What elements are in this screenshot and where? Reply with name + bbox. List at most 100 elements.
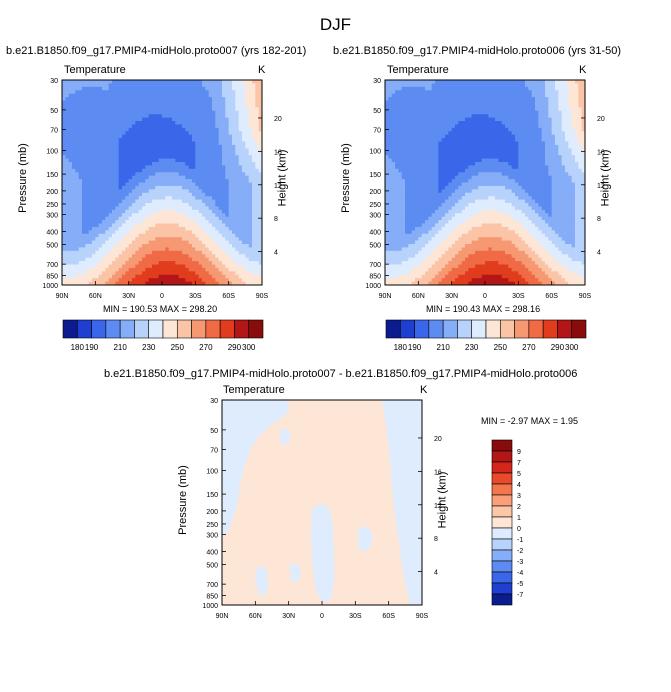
field-cell bbox=[128, 134, 133, 139]
field-cell bbox=[421, 230, 426, 235]
field-cell bbox=[198, 278, 203, 282]
field-cell bbox=[202, 278, 206, 282]
field-cell bbox=[142, 223, 146, 228]
field-cell bbox=[182, 117, 186, 122]
field-cell bbox=[252, 144, 256, 149]
field-cell bbox=[65, 134, 70, 139]
field-cell bbox=[105, 226, 110, 231]
field-cell bbox=[205, 267, 210, 272]
field-cell bbox=[65, 165, 70, 170]
field-cell bbox=[208, 155, 213, 159]
field-cell bbox=[168, 86, 173, 91]
field-cell bbox=[401, 223, 406, 228]
field-cell bbox=[202, 182, 206, 187]
field-cell bbox=[112, 110, 116, 115]
field-cell bbox=[385, 155, 389, 159]
field-cell bbox=[158, 179, 163, 183]
field-cell bbox=[225, 86, 230, 91]
field-cell bbox=[185, 80, 190, 84]
field-cell bbox=[195, 138, 200, 142]
field-cell bbox=[88, 247, 93, 252]
field-cell bbox=[431, 121, 436, 125]
field-cell bbox=[148, 203, 153, 207]
field-cell bbox=[428, 203, 433, 207]
field-cell bbox=[391, 110, 396, 115]
field-cell bbox=[225, 162, 230, 166]
field-cell bbox=[455, 168, 459, 173]
field-cell bbox=[162, 165, 166, 170]
field-cell bbox=[451, 185, 456, 190]
field-cell bbox=[128, 206, 133, 211]
field-cell bbox=[128, 203, 133, 207]
field-cell bbox=[395, 138, 399, 142]
field-cell bbox=[178, 226, 183, 231]
field-cell bbox=[445, 83, 449, 88]
field-cell bbox=[391, 124, 396, 129]
field-cell bbox=[108, 182, 113, 187]
field-cell bbox=[122, 138, 126, 142]
field-cell bbox=[431, 151, 436, 156]
field-cell bbox=[415, 199, 419, 204]
field-cell bbox=[85, 175, 90, 180]
field-cell bbox=[242, 110, 246, 115]
field-cell bbox=[125, 220, 130, 224]
field-cell bbox=[238, 141, 243, 146]
field-cell bbox=[72, 220, 76, 224]
field-cell bbox=[138, 213, 143, 218]
field-cell bbox=[105, 274, 110, 279]
field-cell bbox=[182, 100, 186, 105]
field-cell bbox=[115, 240, 120, 245]
field-cell bbox=[411, 257, 416, 262]
field-cell bbox=[391, 172, 396, 177]
field-cell bbox=[228, 278, 233, 282]
field-cell bbox=[431, 107, 436, 112]
field-cell bbox=[82, 237, 86, 241]
field-cell bbox=[441, 247, 446, 252]
field-cell bbox=[421, 247, 426, 252]
field-cell bbox=[208, 158, 213, 163]
field-cell bbox=[255, 226, 260, 231]
field-cell bbox=[212, 199, 216, 204]
field-cell bbox=[205, 100, 210, 105]
field-cell bbox=[95, 179, 100, 183]
field-cell bbox=[455, 148, 459, 153]
field-cell bbox=[225, 141, 230, 146]
field-cell bbox=[115, 237, 120, 241]
field-cell bbox=[391, 80, 396, 84]
field-cell bbox=[448, 220, 453, 224]
field-cell bbox=[431, 226, 436, 231]
field-cell bbox=[245, 254, 250, 259]
field-cell bbox=[122, 254, 126, 259]
field-cell bbox=[235, 110, 240, 115]
field-cell bbox=[202, 110, 206, 115]
field-cell bbox=[148, 151, 153, 156]
field-cell bbox=[235, 158, 240, 163]
field-cell bbox=[92, 158, 96, 163]
field-cell bbox=[395, 165, 399, 170]
field-cell bbox=[238, 155, 243, 159]
field-cell bbox=[62, 278, 66, 282]
field-cell bbox=[425, 155, 429, 159]
field-cell bbox=[68, 175, 73, 180]
field-cell bbox=[75, 117, 80, 122]
field-cell bbox=[128, 250, 133, 255]
field-cell bbox=[252, 117, 256, 122]
field-cell bbox=[441, 216, 446, 221]
field-cell bbox=[185, 250, 190, 255]
field-cell bbox=[118, 278, 123, 282]
field-cell bbox=[68, 203, 73, 207]
y2-tick-label: 16 bbox=[274, 149, 282, 156]
field-cell bbox=[162, 148, 166, 153]
field-cell bbox=[455, 206, 459, 211]
field-cell bbox=[195, 93, 200, 98]
field-cell bbox=[258, 250, 263, 255]
field-cell bbox=[108, 103, 113, 108]
field-cell bbox=[408, 97, 413, 101]
field-cell bbox=[155, 141, 160, 146]
field-cell bbox=[182, 281, 186, 286]
field-cell bbox=[88, 100, 93, 105]
field-cell bbox=[215, 233, 220, 238]
field-cell bbox=[225, 97, 230, 101]
field-cell bbox=[235, 124, 240, 129]
field-cell bbox=[68, 237, 73, 241]
